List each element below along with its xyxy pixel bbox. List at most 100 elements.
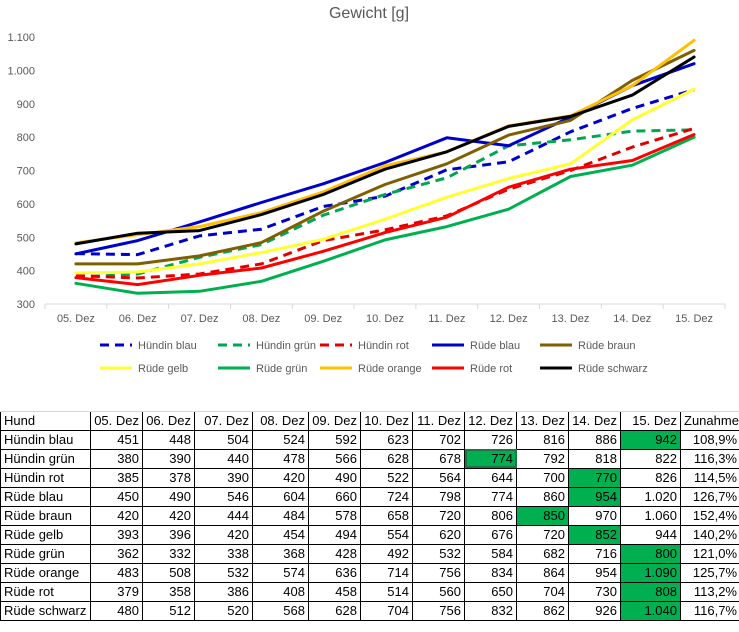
weight-cell[interactable]: 520 <box>194 600 253 621</box>
weight-cell[interactable]: 720 <box>412 505 465 526</box>
empty-cell[interactable] <box>412 390 465 412</box>
weight-cell[interactable]: 490 <box>308 467 361 488</box>
weight-cell[interactable]: 492 <box>360 543 413 564</box>
weight-cell[interactable]: 524 <box>252 429 309 450</box>
increase-percent-cell[interactable]: 152,4% <box>680 505 739 526</box>
series-line-rüde-gelb[interactable] <box>74 87 696 275</box>
weight-cell[interactable]: 420 <box>90 505 143 526</box>
weight-cell[interactable]: 546 <box>194 486 253 507</box>
weight-cell[interactable]: 554 <box>360 524 413 545</box>
weight-cell[interactable]: 508 <box>142 562 195 583</box>
row-label[interactable]: Rüde braun <box>0 505 91 526</box>
weight-cell[interactable]: 822 <box>620 448 681 469</box>
column-header[interactable]: 09. Dez <box>308 410 361 431</box>
weight-cell[interactable]: 650 <box>464 581 517 602</box>
weight-cell[interactable]: 816 <box>516 429 569 450</box>
weight-cell[interactable]: 454 <box>252 524 309 545</box>
weight-cell[interactable]: 484 <box>252 505 309 526</box>
empty-cell[interactable] <box>308 390 361 412</box>
column-header[interactable]: Hund <box>0 410 91 431</box>
weight-cell[interactable]: 1.060 <box>620 505 681 526</box>
empty-cell[interactable] <box>620 390 681 412</box>
empty-cell[interactable] <box>90 390 143 412</box>
column-header[interactable]: 05. Dez <box>90 410 143 431</box>
weight-cell[interactable]: 386 <box>194 581 253 602</box>
column-header[interactable]: 07. Dez <box>194 410 253 431</box>
row-label[interactable]: Rüde orange <box>0 562 91 583</box>
weight-cell[interactable]: 444 <box>194 505 253 526</box>
weight-chart[interactable]: Gewicht [g] 300 400 500 600 700 800 900 1.000 1.… <box>0 0 739 392</box>
column-header[interactable]: 10. Dez <box>360 410 413 431</box>
weight-cell[interactable]: 483 <box>90 562 143 583</box>
weight-cell[interactable]: 1.020 <box>620 486 681 507</box>
weight-cell[interactable]: 532 <box>412 543 465 564</box>
weight-cell[interactable]: 378 <box>142 467 195 488</box>
weight-cell[interactable]: 450 <box>90 486 143 507</box>
increase-percent-cell[interactable]: 116,3% <box>680 448 739 469</box>
spreadsheet-grid[interactable]: Hund 05. Dez 06. Dez 07. Dez 08. Dez 09. Dez 1… <box>0 390 739 632</box>
weight-cell[interactable]: 660 <box>308 486 361 507</box>
weight-cell[interactable]: 390 <box>194 467 253 488</box>
row-label[interactable]: Rüde rot <box>0 581 91 602</box>
weight-cell[interactable]: 494 <box>308 524 361 545</box>
row-label[interactable]: Rüde gelb <box>0 524 91 545</box>
weight-cell[interactable]: 806 <box>464 505 517 526</box>
row-label[interactable]: Rüde grün <box>0 543 91 564</box>
row-label[interactable]: Hündin rot <box>0 467 91 488</box>
weight-cell[interactable]: 368 <box>252 543 309 564</box>
column-header[interactable]: 11. Dez <box>412 410 465 431</box>
max-increase-cell[interactable]: 1.040 <box>620 600 681 621</box>
weight-cell[interactable]: 396 <box>142 524 195 545</box>
weight-cell[interactable]: 451 <box>90 429 143 450</box>
max-increase-cell[interactable]: 942 <box>620 429 681 450</box>
series-line-rüde-grün[interactable] <box>74 135 696 295</box>
max-increase-cell[interactable]: 1.090 <box>620 562 681 583</box>
weight-cell[interactable]: 628 <box>360 448 413 469</box>
row-label[interactable]: Rüde schwarz <box>0 600 91 621</box>
weight-cell[interactable]: 362 <box>90 543 143 564</box>
row-label[interactable]: Rüde blau <box>0 486 91 507</box>
weight-cell[interactable]: 532 <box>194 562 253 583</box>
series-line-hündin-blau[interactable] <box>75 88 695 257</box>
empty-cell[interactable] <box>194 390 253 412</box>
weight-cell[interactable]: 568 <box>252 600 309 621</box>
weight-cell[interactable]: 620 <box>412 524 465 545</box>
empty-cell[interactable] <box>252 390 309 412</box>
weight-cell[interactable]: 792 <box>516 448 569 469</box>
max-increase-cell[interactable]: 800 <box>620 543 681 564</box>
weight-cell[interactable]: 420 <box>194 524 253 545</box>
weight-cell[interactable]: 332 <box>142 543 195 564</box>
weight-cell[interactable]: 720 <box>516 524 569 545</box>
weight-cell[interactable]: 338 <box>194 543 253 564</box>
max-increase-cell[interactable]: 808 <box>620 581 681 602</box>
weight-cell[interactable]: 798 <box>412 486 465 507</box>
weight-cell[interactable]: 480 <box>90 600 143 621</box>
weight-cell[interactable]: 704 <box>516 581 569 602</box>
weight-cell[interactable]: 440 <box>194 448 253 469</box>
column-header[interactable]: 08. Dez <box>252 410 309 431</box>
empty-cell[interactable] <box>0 390 91 412</box>
weight-cell[interactable]: 393 <box>90 524 143 545</box>
empty-cell[interactable] <box>360 390 413 412</box>
weight-cell[interactable]: 628 <box>308 600 361 621</box>
column-header[interactable]: 14. Dez <box>568 410 621 431</box>
weight-cell[interactable]: 826 <box>620 467 681 488</box>
weight-cell[interactable]: 592 <box>308 429 361 450</box>
weight-cell[interactable]: 390 <box>142 448 195 469</box>
weight-cell[interactable]: 678 <box>412 448 465 469</box>
max-increase-cell[interactable]: 774 <box>464 448 517 469</box>
weight-cell[interactable]: 566 <box>308 448 361 469</box>
weight-cell[interactable]: 834 <box>464 562 517 583</box>
weight-cell[interactable]: 636 <box>308 562 361 583</box>
series-line-rüde-schwarz[interactable] <box>74 55 696 246</box>
increase-percent-cell[interactable]: 125,7% <box>680 562 739 583</box>
weight-cell[interactable]: 926 <box>568 600 621 621</box>
weight-cell[interactable]: 379 <box>90 581 143 602</box>
weight-cell[interactable]: 478 <box>252 448 309 469</box>
column-header[interactable]: 15. Dez <box>620 410 681 431</box>
column-header[interactable]: 06. Dez <box>142 410 195 431</box>
weight-cell[interactable]: 726 <box>464 429 517 450</box>
column-header[interactable]: Zunahme <box>680 410 739 431</box>
increase-percent-cell[interactable]: 108,9% <box>680 429 739 450</box>
row-label[interactable]: Hündin blau <box>0 429 91 450</box>
